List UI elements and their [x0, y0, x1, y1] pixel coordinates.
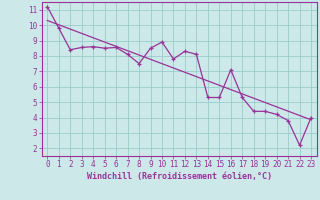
X-axis label: Windchill (Refroidissement éolien,°C): Windchill (Refroidissement éolien,°C) [87, 172, 272, 181]
